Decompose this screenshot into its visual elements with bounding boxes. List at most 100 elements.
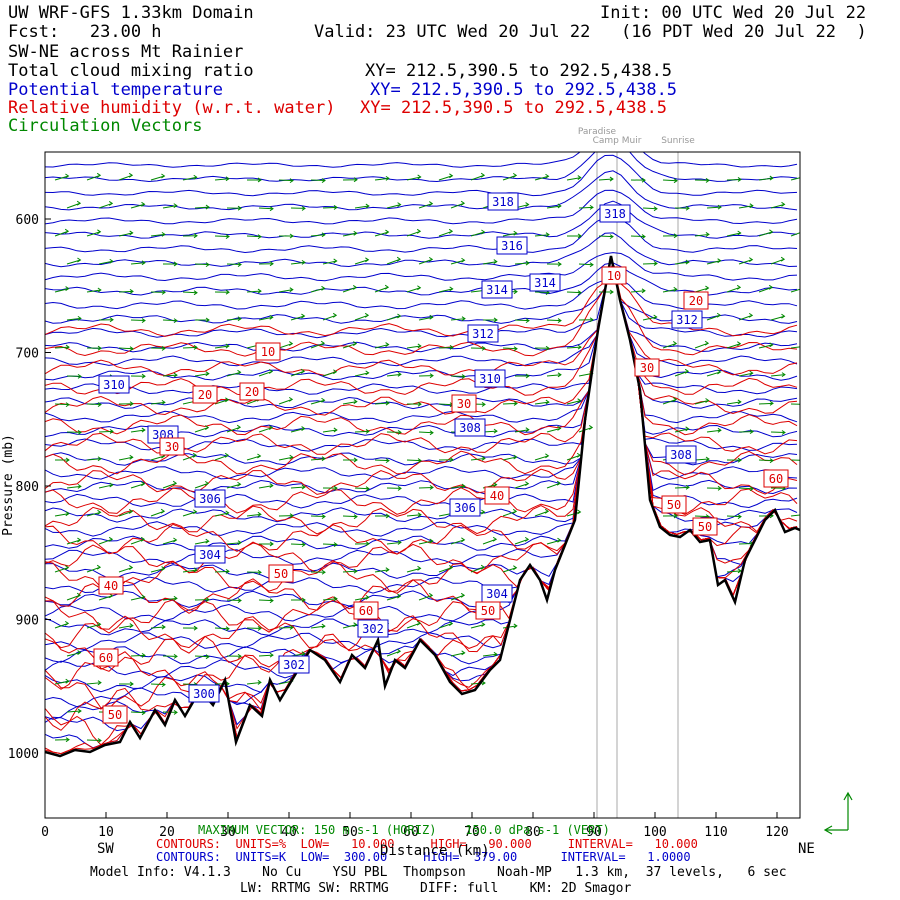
vector-head	[97, 509, 102, 515]
vector-head	[96, 172, 102, 178]
circulation-vector	[278, 289, 293, 293]
vector-head	[225, 626, 230, 632]
vector-head	[321, 569, 326, 575]
circulation-vector	[674, 486, 690, 489]
vector-head	[813, 258, 816, 262]
circulation-vector	[470, 457, 485, 461]
vector-head	[225, 234, 230, 239]
vector-head	[802, 175, 805, 179]
circulation-vector	[150, 683, 166, 686]
circulation-vector	[290, 428, 305, 433]
circulation-vector	[354, 314, 369, 321]
circulation-vector	[290, 486, 306, 489]
field-vectors: Circulation Vectors	[8, 116, 203, 136]
rh-label-box	[451, 394, 477, 413]
vector-head	[748, 312, 754, 318]
theta-label-box	[665, 445, 697, 464]
vector-head	[417, 458, 422, 463]
vector-head	[461, 483, 466, 489]
vector-head	[513, 346, 518, 352]
circulation-vector	[226, 599, 242, 602]
vector-head	[577, 233, 582, 239]
circulation-vector	[182, 176, 197, 181]
vector-head	[705, 232, 710, 237]
theta-label: 310	[103, 378, 125, 392]
rh-contour	[45, 261, 798, 357]
circulation-vector	[162, 597, 177, 601]
circulation-vector	[150, 455, 165, 461]
circulation-vector	[386, 258, 401, 265]
rh-label-box	[661, 495, 687, 514]
circulation-vector	[354, 430, 370, 433]
rh-label-box	[255, 342, 281, 361]
vector-head	[589, 317, 594, 323]
rh-label-box	[239, 382, 265, 401]
vector-head	[513, 565, 518, 571]
y-tick-label: 800	[16, 480, 39, 495]
circulation-vector	[566, 511, 581, 517]
theta-label: 304	[199, 548, 221, 562]
vector-head	[814, 539, 817, 543]
vector-head	[737, 568, 742, 574]
circulation-vector	[758, 177, 773, 181]
vector-head	[577, 344, 582, 350]
circulation-vector	[438, 175, 453, 181]
vector-head	[577, 290, 582, 296]
circulation-vector	[438, 566, 453, 573]
theta-contour	[45, 261, 798, 495]
vector-head	[141, 318, 146, 323]
circulation-vector	[386, 595, 401, 601]
circulation-vector	[118, 347, 134, 350]
vector-head	[333, 258, 338, 264]
circulation-vector	[342, 624, 357, 629]
vector-head	[461, 257, 466, 263]
vector-head	[397, 202, 402, 208]
vector-head	[736, 284, 742, 290]
circulation-vector	[290, 370, 305, 377]
vector-head	[417, 174, 422, 180]
vector-head	[801, 229, 804, 233]
circulation-vector	[182, 511, 197, 517]
theta-contour	[45, 261, 798, 438]
circulation-vector	[246, 455, 261, 461]
vector-head	[289, 454, 294, 460]
theta-contour	[45, 154, 798, 197]
theta-contour	[45, 261, 798, 395]
vector-head	[384, 284, 390, 290]
vector-head	[673, 286, 678, 292]
circulation-vector	[546, 482, 561, 489]
vector-head	[749, 257, 754, 263]
vector-head	[97, 229, 102, 235]
circulation-vector	[546, 205, 561, 209]
rh-label-box	[475, 601, 501, 620]
vector-head	[461, 316, 466, 322]
rh-label: 50	[108, 708, 122, 722]
circulation-vector	[534, 401, 549, 405]
circulation-vector	[578, 426, 593, 433]
circulation-vector	[726, 178, 742, 181]
theta-label: 318	[604, 207, 626, 221]
theta-contour	[45, 252, 798, 282]
theta-contour	[45, 261, 798, 523]
circulation-vector	[694, 342, 709, 349]
vector-head	[161, 399, 166, 405]
vector-head	[396, 648, 402, 654]
y-tick-label: 600	[16, 213, 39, 228]
circulation-vector	[578, 206, 594, 209]
vector-head	[97, 738, 102, 743]
vector-head	[364, 312, 370, 318]
circulation-vector	[514, 319, 530, 322]
circulation-vector	[194, 373, 209, 377]
vector-head	[321, 397, 326, 403]
rh-label: 30	[165, 440, 179, 454]
vector-head	[237, 540, 242, 546]
circulation-vector	[182, 454, 197, 461]
vector-head	[268, 425, 274, 430]
circulation-vector	[246, 290, 262, 293]
circulation-vector	[310, 625, 325, 629]
x-tick-label: 60	[403, 825, 419, 840]
circulation-vector	[438, 623, 453, 629]
vector-head	[225, 510, 230, 516]
plot-frame	[44, 151, 801, 819]
vector-head	[385, 175, 390, 181]
